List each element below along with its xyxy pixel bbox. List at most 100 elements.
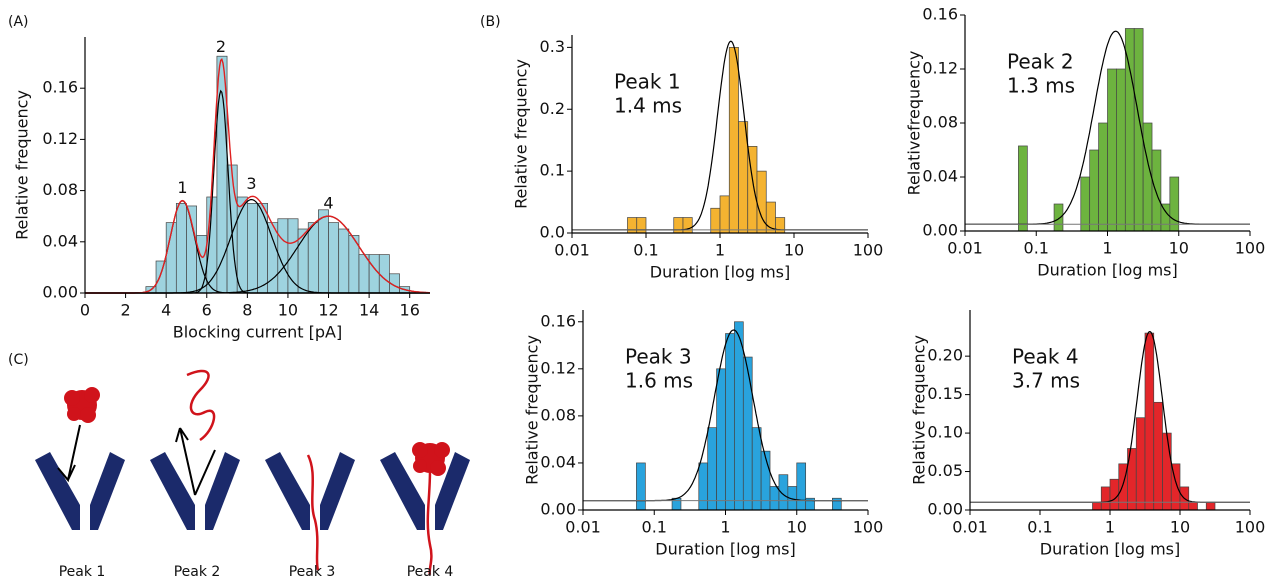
bar xyxy=(1151,149,1162,232)
bar xyxy=(175,203,187,294)
bar xyxy=(338,228,350,294)
bar xyxy=(719,195,730,234)
y-tick-label: 0.00 xyxy=(927,500,963,519)
bar xyxy=(1124,28,1135,232)
y-tick-label: 0.1 xyxy=(540,161,565,180)
x-tick-label: 10 xyxy=(278,301,298,320)
x-axis-title: Blocking current [pA] xyxy=(173,323,343,342)
bar xyxy=(318,209,329,294)
y-tick-label: 0.05 xyxy=(927,461,963,480)
pore-diagram xyxy=(35,369,470,576)
bar xyxy=(196,235,208,294)
x-tick-label: 16 xyxy=(400,301,420,320)
bar xyxy=(627,217,638,234)
x-tick-label: 0.01 xyxy=(565,518,601,537)
bar xyxy=(636,462,646,511)
y-axis-title: Relative frequency xyxy=(523,335,542,485)
bar xyxy=(1109,478,1120,511)
y-tick-label: 0.10 xyxy=(927,423,963,442)
x-axis-title: Duration [log ms] xyxy=(650,263,790,282)
bar xyxy=(1116,68,1126,232)
y-tick-label: 0.12 xyxy=(540,358,576,377)
bar xyxy=(710,207,721,234)
annotation: Peak 3 xyxy=(625,345,692,369)
y-tick-label: 0.12 xyxy=(42,129,78,148)
annotation: 1.4 ms xyxy=(614,94,682,118)
x-tick-label: 0.1 xyxy=(642,518,667,537)
y-tick-label: 0.04 xyxy=(42,231,78,250)
x-tick-label: 0.01 xyxy=(554,241,590,260)
bar xyxy=(1053,203,1064,232)
bar xyxy=(1169,176,1180,232)
x-tick-label: 0.1 xyxy=(1024,239,1049,258)
bar xyxy=(1135,417,1146,511)
x-tick-label: 0.1 xyxy=(633,241,658,260)
bar xyxy=(1160,203,1171,232)
bar xyxy=(756,170,767,234)
x-tick-label: 4 xyxy=(161,301,171,320)
y-tick-label: 0.15 xyxy=(927,384,963,403)
bar xyxy=(728,47,739,234)
x-tick-label: 6 xyxy=(202,301,212,320)
diagram-label: Peak 4 xyxy=(407,564,454,580)
bar xyxy=(716,368,726,511)
y-axis-title: Relative frequency xyxy=(13,90,32,240)
bar xyxy=(186,205,197,294)
x-tick-label: 0.01 xyxy=(952,518,988,537)
peak-label: 3 xyxy=(246,174,256,193)
bar xyxy=(257,203,268,294)
x-tick-label: 10 xyxy=(1170,518,1190,537)
bar xyxy=(267,222,279,294)
bar xyxy=(1098,122,1108,232)
y-tick-label: 0.08 xyxy=(922,113,958,132)
x-tick-label: 100 xyxy=(1235,239,1266,258)
y-tick-label: 0.00 xyxy=(922,221,958,240)
panel-label: (B) xyxy=(480,14,501,30)
bar xyxy=(1080,176,1091,232)
y-axis-title: Relativefrequency xyxy=(905,51,924,196)
x-tick-label: 12 xyxy=(318,301,338,320)
bar xyxy=(742,356,753,511)
bar xyxy=(1100,486,1111,511)
x-axis-title: Duration [log ms] xyxy=(1040,540,1180,559)
bar xyxy=(707,427,717,511)
x-tick-label: 100 xyxy=(853,241,884,260)
x-tick-label: 10 xyxy=(787,518,807,537)
bar xyxy=(368,254,380,294)
bar xyxy=(673,217,684,234)
y-tick-label: 0.16 xyxy=(540,311,576,330)
annotation: 1.6 ms xyxy=(625,369,693,393)
bar xyxy=(1142,122,1153,232)
bar xyxy=(1092,501,1102,511)
x-axis-title: Duration [log ms] xyxy=(655,540,795,559)
peak-label: 1 xyxy=(177,178,187,197)
diagram-label: Peak 2 xyxy=(174,564,221,580)
bar xyxy=(796,462,807,511)
bar xyxy=(760,450,771,511)
y-tick-label: 0.08 xyxy=(42,180,78,199)
x-tick-label: 10 xyxy=(1169,239,1189,258)
bar xyxy=(671,497,682,511)
annotation: Peak 1 xyxy=(614,70,681,94)
bar xyxy=(698,462,709,511)
bar xyxy=(1205,501,1216,511)
y-tick-label: 0.04 xyxy=(540,452,576,471)
x-tick-label: 8 xyxy=(242,301,252,320)
x-tick-label: 100 xyxy=(853,518,884,537)
annotation: Peak 2 xyxy=(1007,50,1074,74)
diagram-label: Peak 1 xyxy=(59,564,106,580)
annotation: Peak 4 xyxy=(1012,345,1079,369)
x-tick-label: 1 xyxy=(1102,239,1112,258)
bar xyxy=(1188,501,1198,511)
y-tick-label: 0.16 xyxy=(42,78,78,97)
x-tick-label: 0.1 xyxy=(1027,518,1052,537)
y-tick-label: 0.12 xyxy=(922,59,958,78)
bar xyxy=(1089,149,1099,232)
y-tick-label: 0.00 xyxy=(540,500,576,519)
diagram-label: Peak 3 xyxy=(289,564,336,580)
y-axis-title: Relative frequency xyxy=(512,59,531,209)
bar xyxy=(1018,145,1028,232)
bar xyxy=(378,254,390,294)
bar xyxy=(775,217,786,234)
